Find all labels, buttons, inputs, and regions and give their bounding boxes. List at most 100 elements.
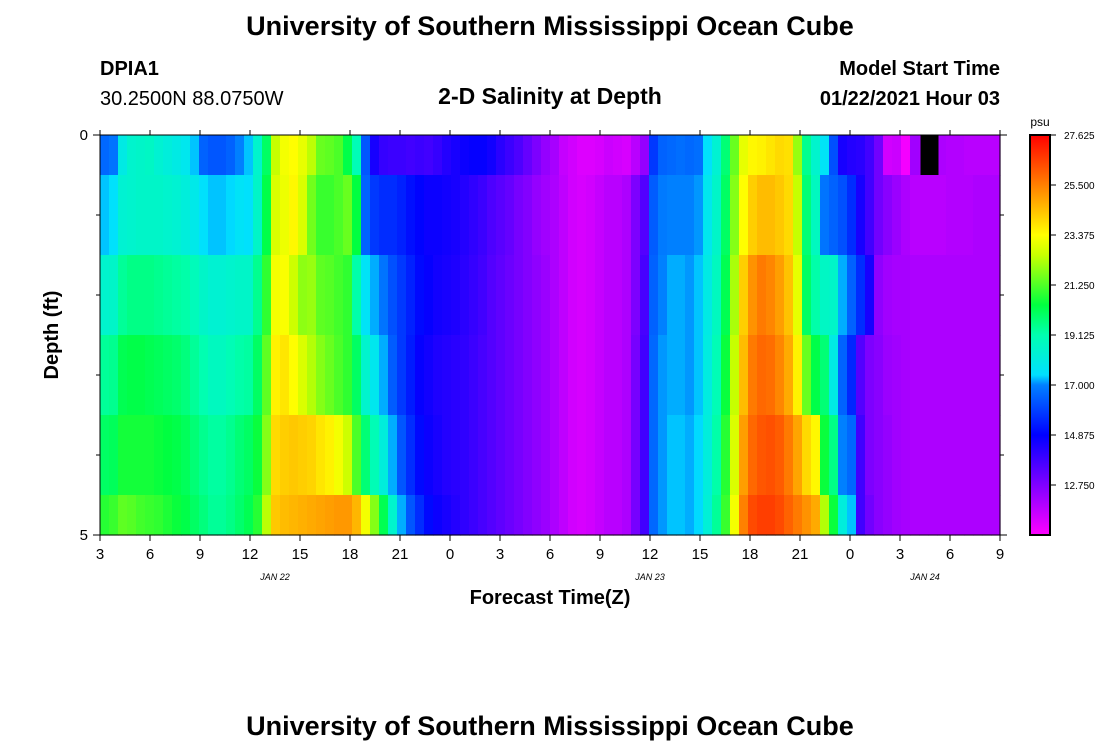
heatmap-cell [109,175,119,256]
heatmap-cell [217,135,227,176]
heatmap-cell [766,135,776,176]
heatmap-cell [289,415,299,496]
heatmap-cell [514,335,524,416]
heatmap-cell [955,415,965,496]
heatmap-cell [226,415,236,496]
heatmap-cell [181,335,191,416]
heatmap-cell [568,135,578,176]
heatmap-cell [586,415,596,496]
heatmap-cell [730,335,740,416]
heatmap-cell [946,495,956,536]
heatmap-cell [676,255,686,336]
heatmap-cell [343,495,353,536]
heatmap-cell [613,495,623,536]
heatmap-cell [775,415,785,496]
heatmap-cell [802,175,812,256]
heatmap-cell [559,135,569,176]
heatmap-cell [289,135,299,176]
heatmap-cell [802,135,812,176]
heatmap-cell [487,255,497,336]
heatmap-cell [307,335,317,416]
heatmap-cell [397,335,407,416]
heatmap-cell [325,175,335,256]
heatmap-cell [100,175,110,256]
heatmap-cell [955,175,965,256]
heatmap-cell [559,175,569,256]
heatmap-cell [811,175,821,256]
heatmap-cell [901,415,911,496]
heatmap-cell [199,335,209,416]
heatmap-cell [307,255,317,336]
heatmap-cell [424,255,434,336]
heatmap-cell [307,175,317,256]
heatmap-cell [352,135,362,176]
heatmap-cell [217,335,227,416]
heatmap-cell [181,175,191,256]
heatmap-cell [649,335,659,416]
heatmap-cell [316,415,326,496]
heatmap-cell [802,255,812,336]
heatmap-cell [415,495,425,536]
heatmap-cell [793,135,803,176]
heatmap-cell [100,255,110,336]
heatmap-cell [568,495,578,536]
heatmap-cell [757,255,767,336]
heatmap-cell [541,335,551,416]
heatmap-cell [244,495,254,536]
heatmap-cell [514,495,524,536]
heatmap-cell [982,255,992,336]
heatmap-cell [730,415,740,496]
heatmap-cell [865,415,875,496]
heatmap-cell [892,135,902,176]
heatmap-cell [145,415,155,496]
heatmap-cell [154,335,164,416]
heatmap-cell [442,335,452,416]
heatmap-cell [397,495,407,536]
heatmap-cell [685,415,695,496]
heatmap-cell [775,495,785,536]
heatmap-cell [766,335,776,416]
heatmap-cell [505,495,515,536]
heatmap-cell [595,415,605,496]
heatmap-cell [478,255,488,336]
heatmap-cell [739,255,749,336]
heatmap-cell [208,135,218,176]
heatmap-cell [586,495,596,536]
heatmap-cell [820,175,830,256]
heatmap-cell [847,415,857,496]
heatmap-cell [919,255,929,336]
heatmap-cell [244,255,254,336]
heatmap-cell [460,175,470,256]
heatmap-cell [514,175,524,256]
heatmap-cell [127,175,137,256]
heatmap-cell [874,255,884,336]
colorbar-tick-label: 12.750 [1064,481,1095,492]
heatmap-cell [784,135,794,176]
heatmap-cell [604,255,614,336]
x-tick-label: 21 [792,546,809,563]
heatmap-cell [820,415,830,496]
heatmap-cell [190,255,200,336]
heatmap-cell [325,135,335,176]
heatmap-cell [532,495,542,536]
heatmap-cell [190,415,200,496]
heatmap-cell [847,255,857,336]
heatmap-cell [964,495,974,536]
heatmap-cell [973,335,983,416]
heatmap-cell [415,255,425,336]
heatmap-cell [334,175,344,256]
heatmap-cell [235,135,245,176]
heatmap-cell [271,415,281,496]
colorbar-tick-label: 27.625 [1064,131,1095,142]
heatmap-cell [226,495,236,536]
heatmap-cell [604,495,614,536]
heatmap-cell [280,415,290,496]
heatmap-cell [352,415,362,496]
heatmap-cell [433,135,443,176]
heatmap-cell [847,135,857,176]
heatmap-cell [766,255,776,336]
heatmap-cell [595,255,605,336]
heatmap-cell [613,415,623,496]
heatmap-cell [172,415,182,496]
heatmap-cell [910,175,920,256]
